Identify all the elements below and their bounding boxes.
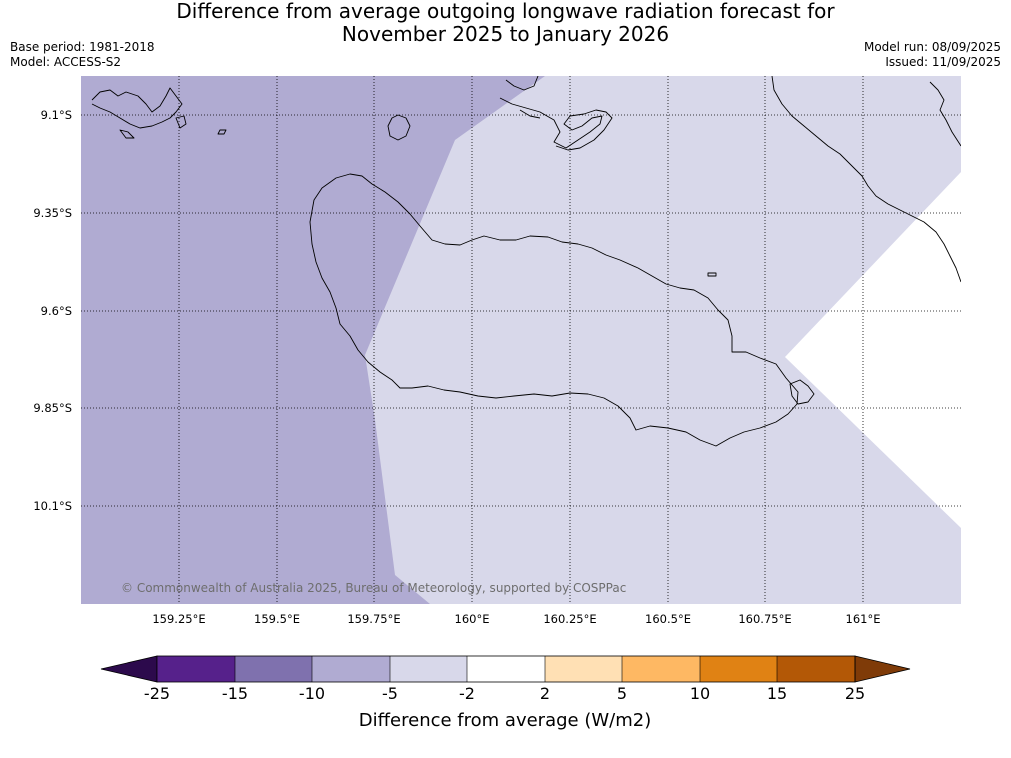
colorbar-tick: -10 — [299, 684, 325, 703]
lon-label: 160.75°E — [738, 612, 791, 626]
colorbar-tick: -15 — [222, 684, 248, 703]
coast-russell-islands — [91, 87, 227, 139]
title-line-2: November 2025 to January 2026 — [341, 22, 670, 46]
title-line-1: Difference from average outgoing longwav… — [176, 0, 835, 23]
coast-malaita — [771, 76, 961, 283]
colorbar-extend-low — [100, 655, 158, 683]
colorbar-outline — [156, 655, 856, 683]
lon-label: 160°E — [455, 612, 490, 626]
lon-label: 159.75°E — [347, 612, 400, 626]
meta-left: Base period: 1981-2018 Model: ACCESS-S2 — [10, 40, 155, 70]
colorbar-tick: 5 — [617, 684, 627, 703]
colorbar-segment — [235, 656, 312, 682]
lat-label: 9.35°S — [33, 206, 72, 220]
colorbar-tick: -5 — [382, 684, 398, 703]
coast-nggela-north — [505, 76, 541, 119]
graticule — [81, 76, 961, 604]
colorbar-tick: 25 — [845, 684, 865, 703]
colorbar-segment — [777, 656, 855, 682]
lon-label: 160.5°E — [645, 612, 691, 626]
colorbar-segment — [390, 656, 467, 682]
coast-marau-islets — [789, 379, 815, 405]
map-panel: © Commonwealth of Australia 2025, Bureau… — [81, 76, 961, 604]
colorbar-segment — [312, 656, 390, 682]
coast-florida-islands — [499, 97, 613, 151]
longitude-labels: 159.25°E 159.5°E 159.75°E 160°E 160.25°E… — [152, 612, 880, 626]
lon-label: 160.25°E — [543, 612, 596, 626]
colorbar-extend-high — [854, 655, 911, 683]
colorbar-tick: 2 — [540, 684, 550, 703]
lat-label: 9.1°S — [41, 108, 72, 122]
anomaly-band-minus10-minus5 — [81, 76, 545, 604]
model-run: Model run: 08/09/2025 — [863, 40, 1001, 54]
colorbar-tick: -2 — [459, 684, 475, 703]
map-title: Difference from average outgoing longwav… — [0, 0, 1011, 46]
latitude-labels: 9.1°S 9.35°S 9.6°S 9.85°S 10.1°S — [33, 108, 72, 513]
colorbar: -25 -15 -10 -5 -2 2 5 10 15 25 Differenc… — [100, 655, 911, 731]
coastlines — [91, 76, 961, 447]
colorbar-segment — [700, 656, 777, 682]
lat-label: 10.1°S — [33, 499, 72, 513]
coast-small-islet — [707, 272, 717, 277]
copyright-notice: © Commonwealth of Australia 2025, Bureau… — [121, 581, 626, 595]
colorbar-label: Difference from average (W/m2) — [359, 710, 651, 731]
colorbar-segment — [157, 656, 235, 682]
lon-label: 159.5°E — [254, 612, 300, 626]
lon-label: 159.25°E — [152, 612, 205, 626]
lat-label: 9.6°S — [41, 304, 72, 318]
colorbar-segment — [545, 656, 622, 682]
coast-guadalcanal — [309, 173, 799, 447]
base-period: Base period: 1981-2018 — [10, 40, 155, 54]
colorbar-tick: 10 — [690, 684, 710, 703]
meta-right: Model run: 08/09/2025 Issued: 11/09/2025 — [864, 40, 1001, 70]
model-name: Model: ACCESS-S2 — [10, 55, 122, 69]
issued-date: Issued: 11/09/2025 — [885, 55, 1001, 69]
lat-label: 9.85°S — [33, 401, 72, 415]
coast-savo-island — [387, 114, 411, 141]
anomaly-band-minus2-2 — [785, 172, 961, 528]
lon-label: 161°E — [846, 612, 881, 626]
colorbar-segment — [622, 656, 700, 682]
colorbar-tick: 15 — [767, 684, 787, 703]
colorbar-tick: -25 — [144, 684, 170, 703]
colorbar-segment — [467, 656, 545, 682]
